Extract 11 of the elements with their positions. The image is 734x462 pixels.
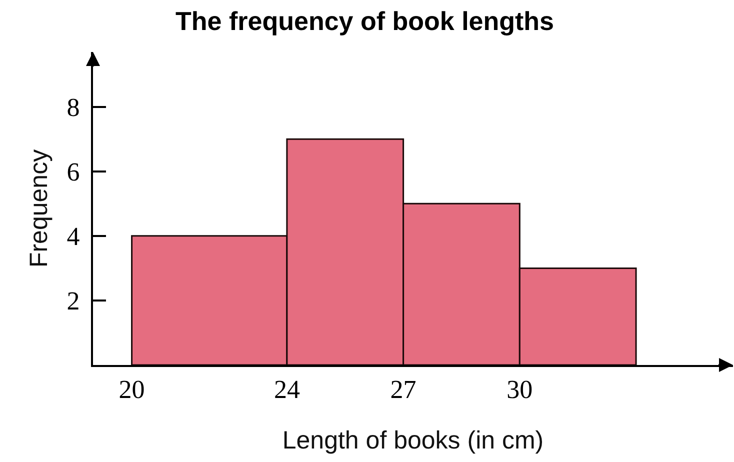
x-tick-label: 24: [274, 375, 300, 404]
y-axis-title: Frequency: [25, 148, 54, 268]
x-tick-label: 27: [390, 375, 416, 404]
y-tick-label: 4: [66, 222, 80, 252]
x-tick-label: 20: [118, 375, 145, 404]
y-tick-label: 6: [66, 157, 80, 186]
chart-title: The frequency of book lengths: [176, 6, 554, 36]
y-tick-label: 2: [66, 286, 80, 316]
x-tick-label: 30: [506, 375, 533, 404]
x-axis-title: Length of books (in cm): [282, 426, 544, 455]
y-tick-label: 8: [66, 92, 80, 122]
